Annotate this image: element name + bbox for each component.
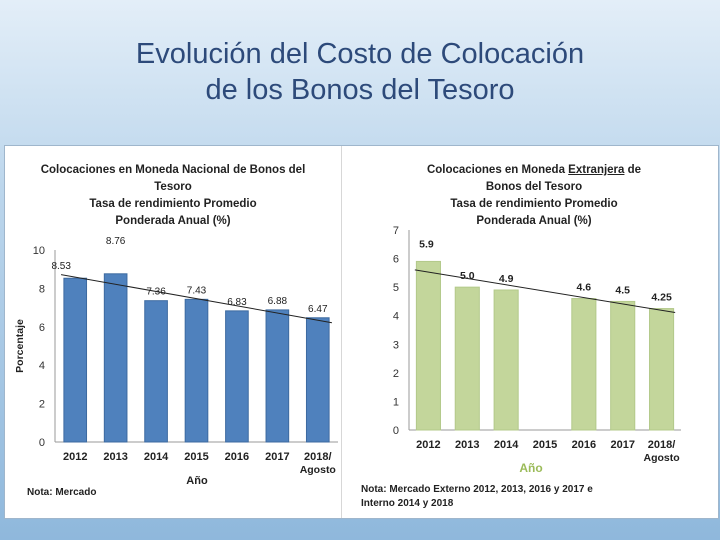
x-tick-label: 2014 [144, 451, 169, 463]
slide-title-line-1: Evolución del Costo de Colocación [135, 38, 585, 70]
chart-note-foreign: Nota: Mercado Externo 2012, 2013, 2016 y… [361, 483, 593, 511]
y-tick-label: 3 [393, 339, 399, 351]
bar [63, 277, 88, 443]
x-tick-label: 2013 [455, 439, 479, 451]
bar [649, 308, 675, 431]
x-tick-label: 2013 [103, 451, 127, 463]
slide-title-line-2: de los Bonos del Tesoro [205, 74, 515, 106]
chart-panel-foreign: Colocaciones en Moneda Extranjera de Bon… [351, 146, 717, 518]
bar [103, 273, 128, 443]
bar [225, 310, 249, 443]
slide-title: Evolución del Costo de Colocación de los… [0, 36, 720, 108]
y-tick-label: 6 [39, 322, 45, 334]
x-axis-title: Año [186, 475, 208, 487]
y-tick-label: 2 [39, 399, 45, 411]
chart-note-line: Nota: Mercado Externo 2012, 2013, 2016 y… [361, 484, 593, 495]
chart-title-part: de [624, 164, 642, 176]
x-tick-label: 2016 [572, 439, 596, 451]
x-tick-label: 2017 [265, 451, 289, 463]
data-label: 7.43 [187, 285, 207, 296]
chart-title-foreign: Colocaciones en Moneda Extranjera de Bon… [351, 162, 717, 230]
chart-title-underlined-word: Extranjera [568, 164, 625, 176]
bar [184, 298, 209, 443]
x-tick-label: 2012 [63, 451, 87, 463]
x-tick-label: 2016 [225, 451, 249, 463]
y-tick-label: 1 [393, 396, 399, 408]
data-label: 8.76 [106, 236, 126, 247]
charts-frame: Colocaciones en Moneda Nacional de Bonos… [4, 145, 719, 519]
y-tick-label: 5 [393, 282, 399, 294]
y-tick-label: 4 [39, 360, 45, 372]
x-tick-label: 2015 [533, 439, 557, 451]
data-label: 6.47 [308, 304, 328, 315]
y-axis-title: Porcentaje [14, 319, 26, 373]
chart-title-line: Colocaciones en Moneda Extranjera de [351, 162, 717, 179]
x-tick-label: 2018/ [648, 439, 676, 451]
y-tick-label: 10 [33, 245, 45, 257]
y-tick-label: 7 [393, 225, 399, 237]
chart-title-national: Colocaciones en Moneda Nacional de Bonos… [5, 162, 341, 230]
bar [454, 286, 480, 431]
x-tick-label: 2017 [610, 439, 634, 451]
x-tick-label: 2015 [184, 451, 208, 463]
chart-note-national: Nota: Mercado [27, 487, 97, 498]
bar-chart-national: 0 2 4 6 8 10 8.53 2012 8.76 2013 7.36 2014 7.43 2015 6… [14, 236, 338, 487]
data-label: 5.0 [460, 270, 475, 282]
data-label: 7.36 [146, 287, 166, 298]
chart-title-line: Bonos del Tesoro [485, 181, 583, 193]
chart-title-part: Colocaciones en Moneda [426, 164, 569, 176]
y-tick-label: 8 [39, 283, 45, 295]
data-label: 8.53 [51, 261, 71, 272]
x-tick-sublabel: Agosto [643, 452, 679, 464]
bar [144, 300, 168, 443]
y-tick-label: 4 [393, 311, 399, 323]
bar [265, 309, 290, 443]
chart-title-line: Ponderada Anual (%) [115, 215, 231, 227]
chart-title-line: Tasa de rendimiento Promedio [450, 198, 618, 210]
chart-panel-national: Colocaciones en Moneda Nacional de Bonos… [5, 146, 342, 518]
bar-chart-foreign: 0 1 2 3 4 5 6 7 5.9 2012 5.0 2013 4.9 2014 2015 4.6 2016… [393, 225, 681, 475]
x-tick-label: 2014 [494, 439, 519, 451]
x-tick-sublabel: Agosto [300, 464, 336, 476]
y-tick-label: 0 [393, 425, 399, 437]
x-axis-title: Año [519, 461, 542, 475]
data-label: 5.9 [419, 238, 434, 250]
trendline [414, 269, 676, 314]
data-label: 6.83 [227, 297, 247, 308]
data-label: 4.25 [651, 292, 672, 304]
bar [610, 300, 636, 431]
chart-title-line: Ponderada Anual (%) [476, 215, 592, 227]
chart-note-line: Interno 2014 y 2018 [361, 498, 454, 509]
x-tick-label: 2012 [416, 439, 440, 451]
chart-title-line: Colocaciones en Moneda Nacional de Bonos… [40, 164, 306, 176]
y-tick-label: 6 [393, 254, 399, 266]
y-tick-label: 0 [39, 437, 45, 449]
chart-title-line: Tasa de rendimiento Promedio [89, 198, 257, 210]
data-label: 4.9 [499, 273, 514, 285]
chart-title-line: Tesoro [154, 181, 192, 193]
x-tick-label: 2018/ [304, 451, 332, 463]
trendline [60, 274, 333, 324]
y-tick-label: 2 [393, 368, 399, 380]
bar [493, 289, 519, 431]
bar [415, 260, 441, 431]
bar [305, 317, 330, 443]
bar [571, 298, 597, 431]
data-label: 4.6 [577, 282, 592, 294]
data-label: 4.5 [615, 284, 630, 296]
data-label: 6.88 [268, 296, 288, 307]
